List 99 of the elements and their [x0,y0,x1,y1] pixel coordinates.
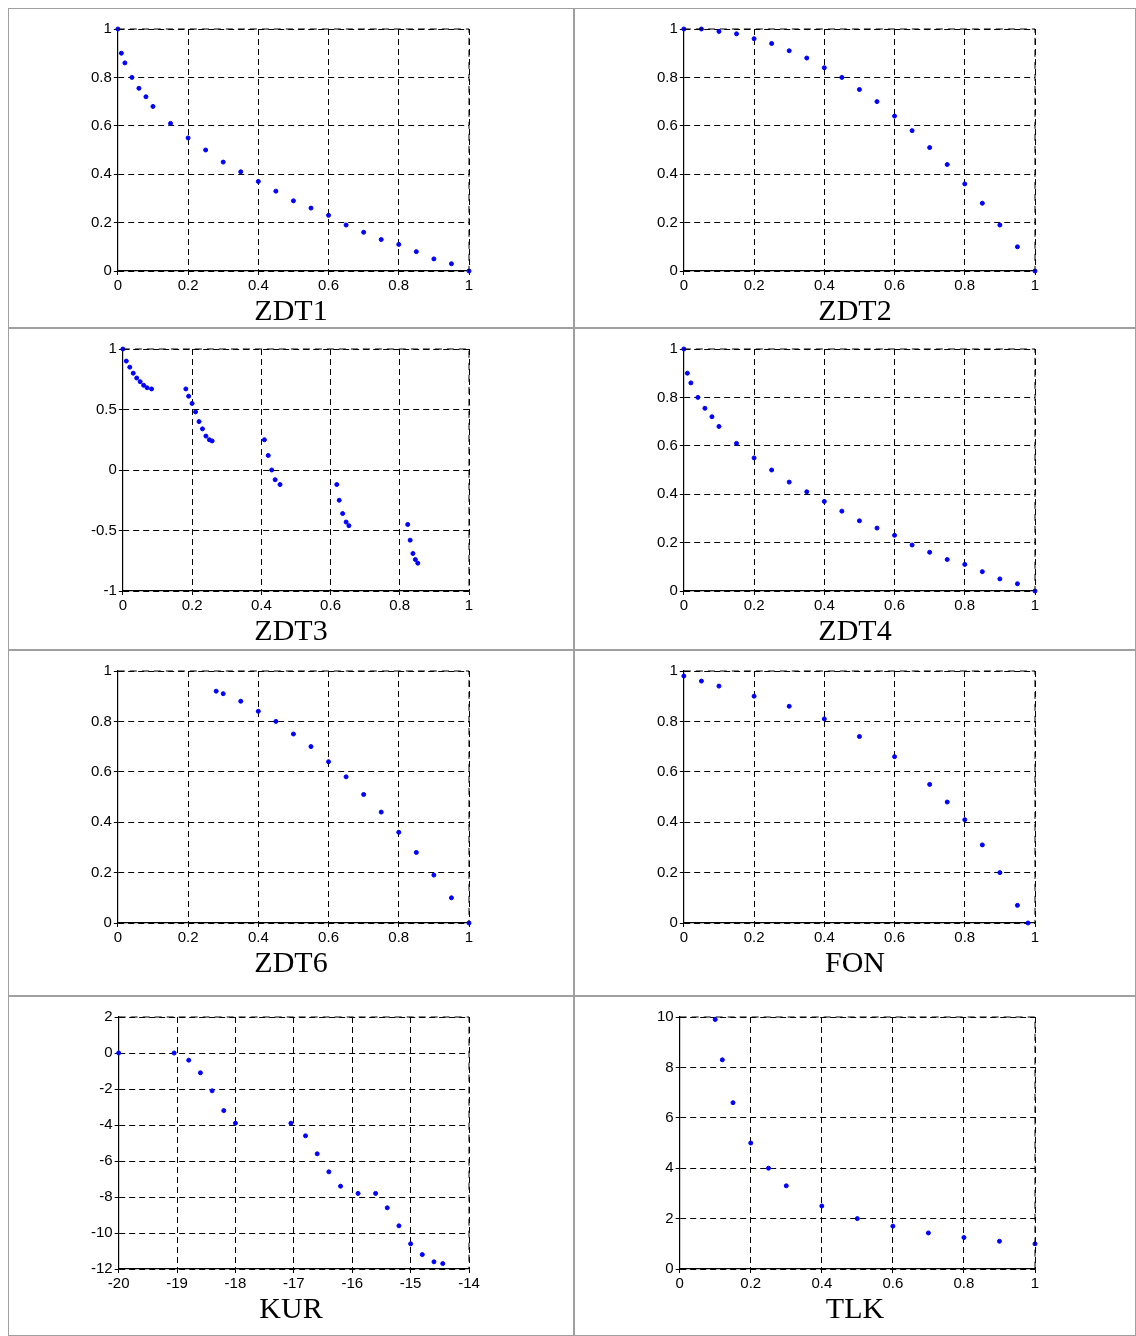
y-tick-label: 0 [669,261,678,279]
y-tick-label: 0.2 [656,212,678,230]
x-tick-label: 0.4 [813,928,835,946]
y-tick-label: 0.2 [90,212,112,230]
x-axis-title: ZDT4 [817,613,893,647]
x-axis-title: ZDT6 [253,945,329,979]
y-tick-label: 0.6 [90,761,112,779]
x-axis-title: KUR [258,1291,324,1325]
x-tick-label: 0.4 [813,596,835,614]
x-tick-label: 0.6 [882,1274,904,1292]
x-tick-label: 0.8 [954,928,976,946]
x-tick-label: -15 [399,1274,422,1292]
x-axis-title: ZDT1 [253,293,329,327]
y-tick-label: 0.4 [90,164,112,182]
x-tick-label: 0.6 [318,276,339,294]
y-tick-label: 0.8 [90,711,112,729]
x-tick-label: 0.4 [811,1274,833,1292]
y-tick-label: -1 [103,581,117,599]
x-tick-label: 0.2 [177,276,199,294]
y-tick-label: 1 [108,339,117,357]
y-tick-label: -4 [99,1115,113,1133]
x-tick-label: 0.2 [177,928,199,946]
y-tick-label: 4 [665,1158,674,1176]
y-tick-label: 1 [669,19,678,37]
x-tick-label: 0.8 [953,1274,975,1292]
x-axis-title: ZDT2 [817,293,893,327]
x-tick-label: 1 [464,928,474,946]
y-tick-label: 0.4 [656,812,678,830]
x-tick-label: 1 [1030,276,1040,294]
x-tick-label: 0.4 [813,276,835,294]
y-tick-label: 0.5 [95,399,117,417]
y-tick-label: 0.2 [656,862,678,880]
x-tick-label: 0.2 [740,1274,762,1292]
x-tick-label: 0.8 [389,596,411,614]
y-tick-label: 0 [104,1043,113,1061]
x-tick-label: 0.2 [743,596,765,614]
y-tick-label: -6 [99,1151,113,1169]
y-tick-label: -2 [99,1079,113,1097]
y-tick-label: 0.2 [656,532,678,550]
y-tick-label: 0.8 [656,67,678,85]
y-tick-label: 0.6 [656,115,678,133]
x-tick-label: 0.8 [388,928,410,946]
x-tick-label: 1 [1030,1274,1040,1292]
y-tick-label: 2 [104,1007,113,1025]
x-tick-label: -19 [166,1274,188,1292]
y-tick-label: 1 [103,661,112,679]
x-tick-label: -20 [107,1274,130,1292]
y-tick-label: 1 [669,339,678,357]
x-tick-label: 0.6 [884,928,905,946]
x-tick-label: 1 [464,596,474,614]
x-tick-label: -18 [224,1274,247,1292]
y-tick-label: 0.4 [656,164,678,182]
y-tick-label: 0 [103,261,112,279]
y-tick-label: -0.5 [90,520,117,538]
x-tick-label: 0.8 [954,276,976,294]
x-axis-title: TLK [824,1291,886,1325]
x-tick-label: 0.6 [884,276,905,294]
y-tick-label: 0.8 [90,67,112,85]
y-tick-label: 1 [103,19,112,37]
x-tick-label: 0.6 [884,596,905,614]
x-axis-title: FON [824,945,886,979]
x-tick-label: 1 [464,276,474,294]
y-tick-label: 0.6 [656,435,678,453]
y-tick-label: 0 [103,913,112,931]
y-tick-label: 6 [665,1107,674,1125]
y-tick-label: -10 [90,1223,113,1241]
x-tick-label: 0.8 [388,276,410,294]
x-tick-label: 1 [1030,596,1040,614]
y-tick-label: 0.2 [90,862,112,880]
y-tick-label: 8 [665,1057,674,1075]
y-tick-label: 10 [657,1007,674,1025]
y-tick-label: 0.6 [90,115,112,133]
y-tick-label: 2 [665,1208,674,1226]
y-tick-label: 0.4 [656,484,678,502]
x-tick-label: 0.4 [250,596,272,614]
x-tick-label: 0.6 [318,928,339,946]
x-tick-label: 0.6 [320,596,341,614]
y-tick-label: 0.4 [90,812,112,830]
y-tick-label: 1 [669,661,678,679]
y-tick-label: -12 [90,1259,113,1277]
x-tick-label: 0.4 [247,928,269,946]
x-tick-label: -16 [341,1274,364,1292]
y-tick-label: 0 [108,460,117,478]
y-tick-label: 0 [669,581,678,599]
y-tick-label: 0 [669,913,678,931]
x-tick-label: -17 [283,1274,305,1292]
x-tick-label: 0.4 [247,276,269,294]
y-tick-label: -8 [99,1187,113,1205]
y-tick-label: 0.6 [656,761,678,779]
y-tick-label: 0.8 [656,387,678,405]
x-tick-label: 0.2 [181,596,203,614]
x-tick-label: 0.2 [743,276,765,294]
x-tick-label: 0.8 [954,596,976,614]
y-tick-label: 0 [665,1259,674,1277]
y-tick-label: 0.8 [656,711,678,729]
x-tick-label: -14 [458,1274,480,1292]
x-axis-title: ZDT3 [253,613,329,647]
x-tick-label: 0.2 [743,928,765,946]
x-tick-label: 1 [1030,928,1040,946]
